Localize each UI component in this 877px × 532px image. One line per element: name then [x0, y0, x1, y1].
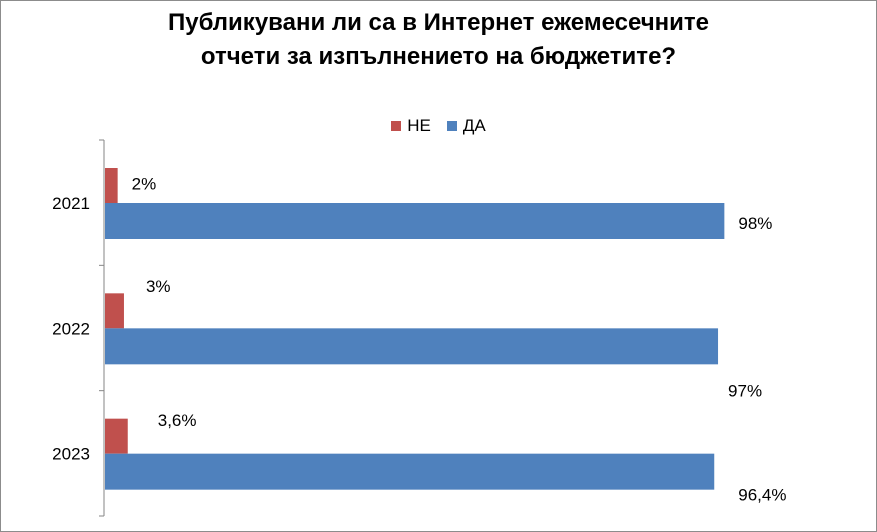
legend-swatch-da [446, 121, 457, 131]
chart-title: Публикувани ли са в Интернет ежемесечнит… [0, 6, 877, 74]
chart-title-line-2: отчети за изпълнението на бюджетите? [200, 43, 677, 70]
category-label: 2021 [52, 194, 90, 213]
data-label-ne: 3% [146, 277, 171, 296]
bar-da [105, 453, 715, 490]
bar-ne [105, 418, 128, 454]
legend-swatch-ne [391, 121, 402, 131]
bar-ne [105, 168, 118, 203]
chart-legend: НЕ ДА [0, 116, 877, 136]
legend-item-ne: НЕ [391, 116, 431, 136]
legend-item-da: ДА [446, 116, 486, 136]
data-label-ne: 3,6% [158, 411, 197, 430]
category-label: 2022 [52, 319, 90, 338]
bar-da [105, 328, 719, 365]
data-label-ne: 2% [132, 175, 157, 194]
data-label-da: 96,4% [738, 486, 786, 505]
chart-title-line-1: Публикувани ли са в Интернет ежемесечнит… [167, 9, 710, 36]
data-label-da: 97% [728, 381, 762, 400]
legend-label-da: ДА [462, 116, 486, 135]
legend-label-ne: НЕ [407, 116, 431, 135]
bar-da [105, 203, 725, 239]
category-label: 2023 [52, 445, 90, 464]
bar-ne [105, 293, 124, 329]
data-label-da: 98% [738, 214, 772, 233]
